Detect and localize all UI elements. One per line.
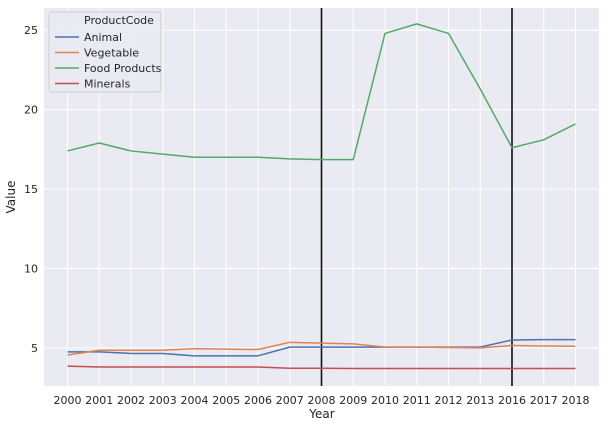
- x-tick-label: 2009: [339, 394, 367, 407]
- series-line-minerals: [67, 365, 576, 370]
- series-line-vegetable: [67, 341, 576, 356]
- x-tick-label: 2013: [466, 394, 494, 407]
- x-tick-label: 2008: [308, 394, 336, 407]
- x-tick-label: 2006: [244, 394, 272, 407]
- legend-title: ProductCode: [84, 14, 154, 27]
- x-axis-ticks: 2000 2001 2002 2003 2004 2005 2006 2007 2008 2009…: [54, 394, 590, 407]
- legend-entry: Minerals: [84, 78, 131, 91]
- y-axis-label: Value: [4, 181, 18, 214]
- x-tick-label: 2017: [530, 394, 558, 407]
- x-tick-label: 2010: [371, 394, 399, 407]
- y-tick-label: 5: [31, 342, 38, 355]
- x-tick-label: 2018: [562, 394, 590, 407]
- x-axis-label: Year: [308, 407, 334, 421]
- x-tick-label: 2000: [54, 394, 82, 407]
- legend-entry: Vegetable: [84, 47, 139, 60]
- x-tick-label: 2002: [117, 394, 145, 407]
- x-tick-label: 2016: [498, 394, 526, 407]
- series-lines: [67, 23, 576, 370]
- y-tick-label: 25: [24, 24, 38, 37]
- legend-entry: Food Products: [84, 62, 162, 75]
- x-tick-label: 2004: [181, 394, 209, 407]
- x-tick-label: 2003: [149, 394, 177, 407]
- legend: ProductCode Animal Vegetable Food Products…: [48, 11, 162, 93]
- y-axis-ticks: 5 10 15 20 25: [24, 24, 38, 355]
- x-tick-label: 2005: [212, 394, 240, 407]
- series-line-food-products: [67, 23, 576, 161]
- series-line-animal: [67, 338, 576, 357]
- x-tick-label: 2011: [403, 394, 431, 407]
- reference-lines: [320, 8, 513, 386]
- y-tick-label: 20: [24, 104, 38, 117]
- y-tick-label: 15: [24, 183, 38, 196]
- legend-box: [48, 11, 162, 93]
- x-tick-label: 2012: [435, 394, 463, 407]
- x-tick-label: 2001: [85, 394, 113, 407]
- x-tick-label: 2007: [276, 394, 304, 407]
- y-tick-label: 10: [24, 262, 38, 275]
- legend-entry: Animal: [84, 31, 122, 44]
